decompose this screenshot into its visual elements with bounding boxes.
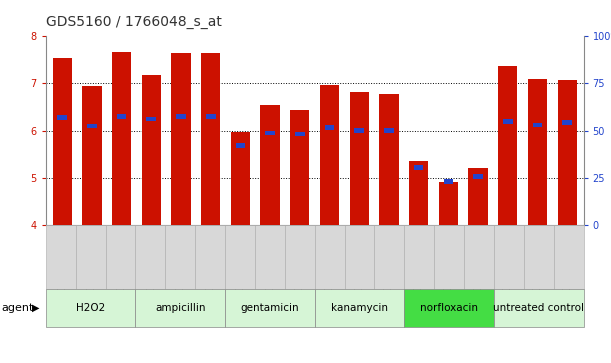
Text: kanamycin: kanamycin — [331, 303, 388, 313]
Bar — [384, 128, 393, 133]
Bar — [176, 114, 186, 119]
Bar — [414, 165, 423, 170]
Bar — [557, 80, 577, 225]
Bar — [379, 94, 398, 225]
Bar — [117, 114, 126, 119]
Bar — [206, 114, 216, 119]
Text: gentamicin: gentamicin — [241, 303, 299, 313]
Bar — [236, 143, 245, 148]
Bar — [474, 174, 483, 179]
Text: untreated control: untreated control — [493, 303, 584, 313]
Bar — [231, 132, 250, 225]
Bar — [503, 119, 513, 123]
Bar — [53, 57, 72, 225]
Text: agent: agent — [1, 303, 34, 313]
Bar — [87, 124, 97, 129]
Bar — [295, 132, 305, 136]
Text: norfloxacin: norfloxacin — [420, 303, 478, 313]
Bar — [439, 182, 458, 225]
Bar — [324, 125, 334, 130]
Text: GDS5160 / 1766048_s_at: GDS5160 / 1766048_s_at — [46, 15, 222, 29]
Bar — [112, 52, 131, 225]
Bar — [498, 66, 518, 225]
Bar — [290, 110, 309, 225]
Bar — [354, 128, 364, 133]
Bar — [260, 105, 280, 225]
Text: ▶: ▶ — [32, 303, 39, 313]
Bar — [533, 123, 543, 127]
Bar — [528, 79, 547, 225]
Bar — [201, 53, 221, 225]
Text: ampicillin: ampicillin — [155, 303, 205, 313]
Bar — [57, 115, 67, 120]
Bar — [409, 161, 428, 225]
Bar — [444, 179, 453, 184]
Bar — [349, 92, 369, 225]
Bar — [147, 117, 156, 121]
Bar — [562, 120, 572, 125]
Bar — [171, 53, 191, 225]
Bar — [142, 75, 161, 225]
Bar — [469, 168, 488, 225]
Bar — [265, 131, 275, 135]
Bar — [82, 86, 101, 225]
Bar — [320, 85, 339, 225]
Text: H2O2: H2O2 — [76, 303, 105, 313]
